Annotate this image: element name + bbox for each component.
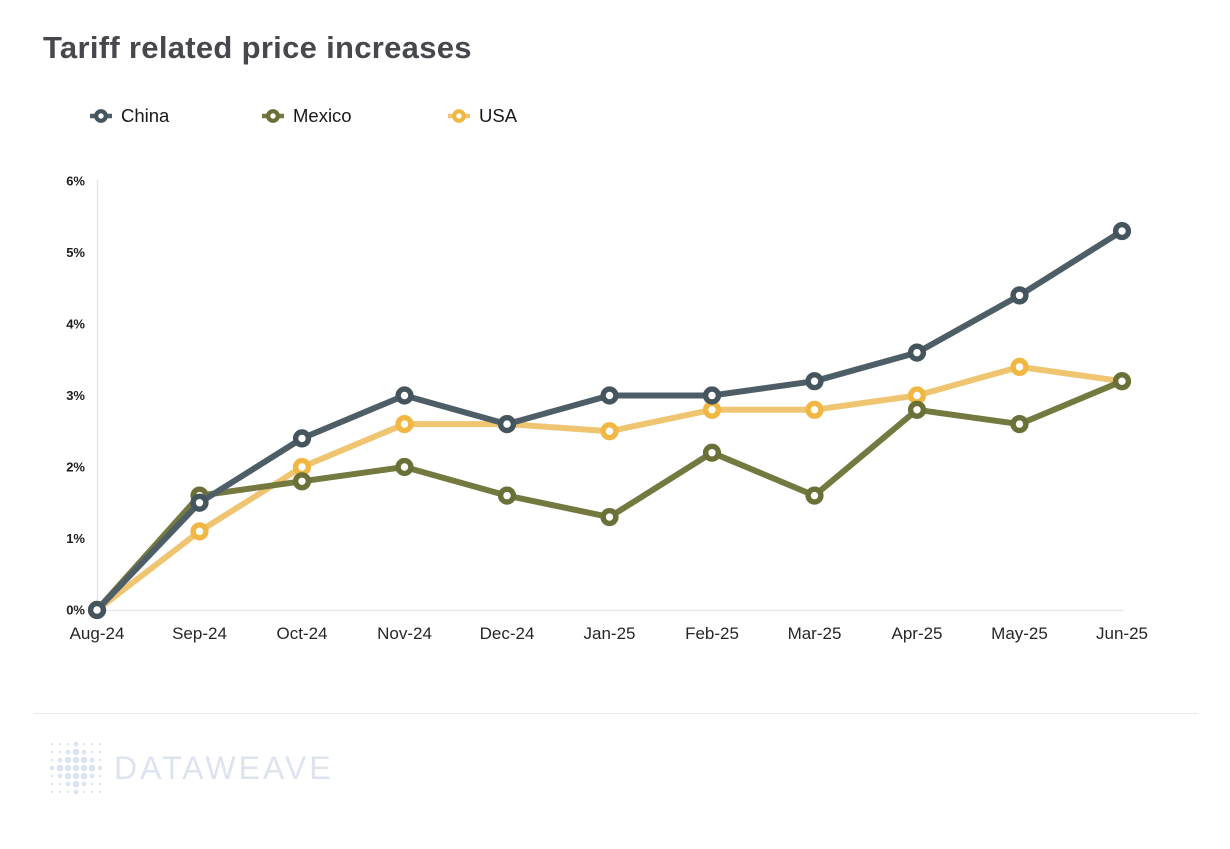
y-tick-label: 3%	[66, 388, 85, 403]
y-tick-label: 4%	[66, 317, 85, 332]
series-usa-point	[292, 457, 312, 477]
series-usa-point	[395, 415, 414, 434]
legend-label-mexico: Mexico	[293, 105, 352, 126]
x-tick-label: Dec-24	[480, 624, 535, 643]
legend-item-usa: USA	[448, 104, 517, 128]
y-tick-label: 0%	[66, 603, 85, 618]
series-usa-point	[1010, 357, 1029, 377]
series-china-point	[87, 600, 107, 620]
series-mexico-point	[702, 443, 722, 462]
x-tick-label: Mar-25	[788, 624, 842, 643]
series-china-point	[805, 372, 824, 391]
series-usa-point	[702, 400, 722, 419]
series-usa-point	[190, 522, 209, 541]
series-mexico-point	[600, 507, 619, 527]
legend-item-mexico: Mexico	[262, 104, 352, 128]
series-mexico-point	[1112, 372, 1132, 391]
y-tick-label: 2%	[66, 460, 85, 475]
x-tick-label: Jun-25	[1096, 624, 1148, 643]
footer: DATAWEAVE	[48, 740, 334, 796]
china-line-marker-icon	[90, 109, 112, 123]
series-mexico-point	[497, 486, 517, 505]
series-usa-point	[600, 422, 619, 441]
series-usa-point	[907, 386, 927, 405]
series-mexico-point	[805, 486, 824, 505]
series-mexico-point	[907, 400, 927, 419]
mexico-line-marker-icon	[262, 109, 284, 123]
legend-label-usa: USA	[479, 105, 518, 126]
y-tick-label: 6%	[66, 174, 85, 189]
x-tick-label: Feb-25	[685, 624, 739, 643]
x-tick-label: May-25	[991, 624, 1048, 643]
series-china-point	[1112, 221, 1132, 241]
series-china-line	[94, 228, 1125, 613]
x-tick-label: Oct-24	[276, 624, 327, 643]
legend-label-china: China	[121, 105, 170, 126]
series-mexico-point	[395, 457, 414, 477]
series-china-point	[1010, 286, 1029, 305]
x-tick-label: Nov-24	[377, 624, 432, 643]
series-usa-point	[805, 400, 824, 419]
y-tick-label: 1%	[66, 531, 85, 546]
x-tick-label: Apr-25	[891, 624, 942, 643]
series-china-point	[600, 386, 619, 405]
line-chart: 0% 1% 2% 3% 4% 5% 6% Aug-24 Sep-24 Oct-24 Nov-24 De…	[66, 174, 1148, 644]
series-mexico-point	[292, 472, 312, 491]
series-china-point	[907, 343, 927, 362]
chart-title: Tariff related price increases	[43, 30, 472, 65]
x-tick-label: Jan-25	[584, 624, 636, 643]
dataweave-logo-icon	[49, 741, 103, 795]
legend-item-china: China	[90, 104, 169, 128]
usa-line-marker-icon	[448, 109, 470, 123]
y-tick-label: 5%	[66, 245, 85, 260]
series-china-point	[190, 493, 209, 512]
x-tick-label: Sep-24	[172, 624, 227, 643]
series-china-point	[292, 429, 312, 448]
footer-divider	[34, 713, 1198, 714]
series-mexico-line	[94, 378, 1125, 613]
dataweave-wordmark: DATAWEAVE	[114, 749, 334, 786]
series-china-point	[497, 415, 517, 434]
series-china-point	[395, 386, 414, 405]
series-mexico-point	[1010, 415, 1029, 434]
series-china-point	[702, 386, 722, 405]
x-tick-label: Aug-24	[70, 624, 125, 643]
